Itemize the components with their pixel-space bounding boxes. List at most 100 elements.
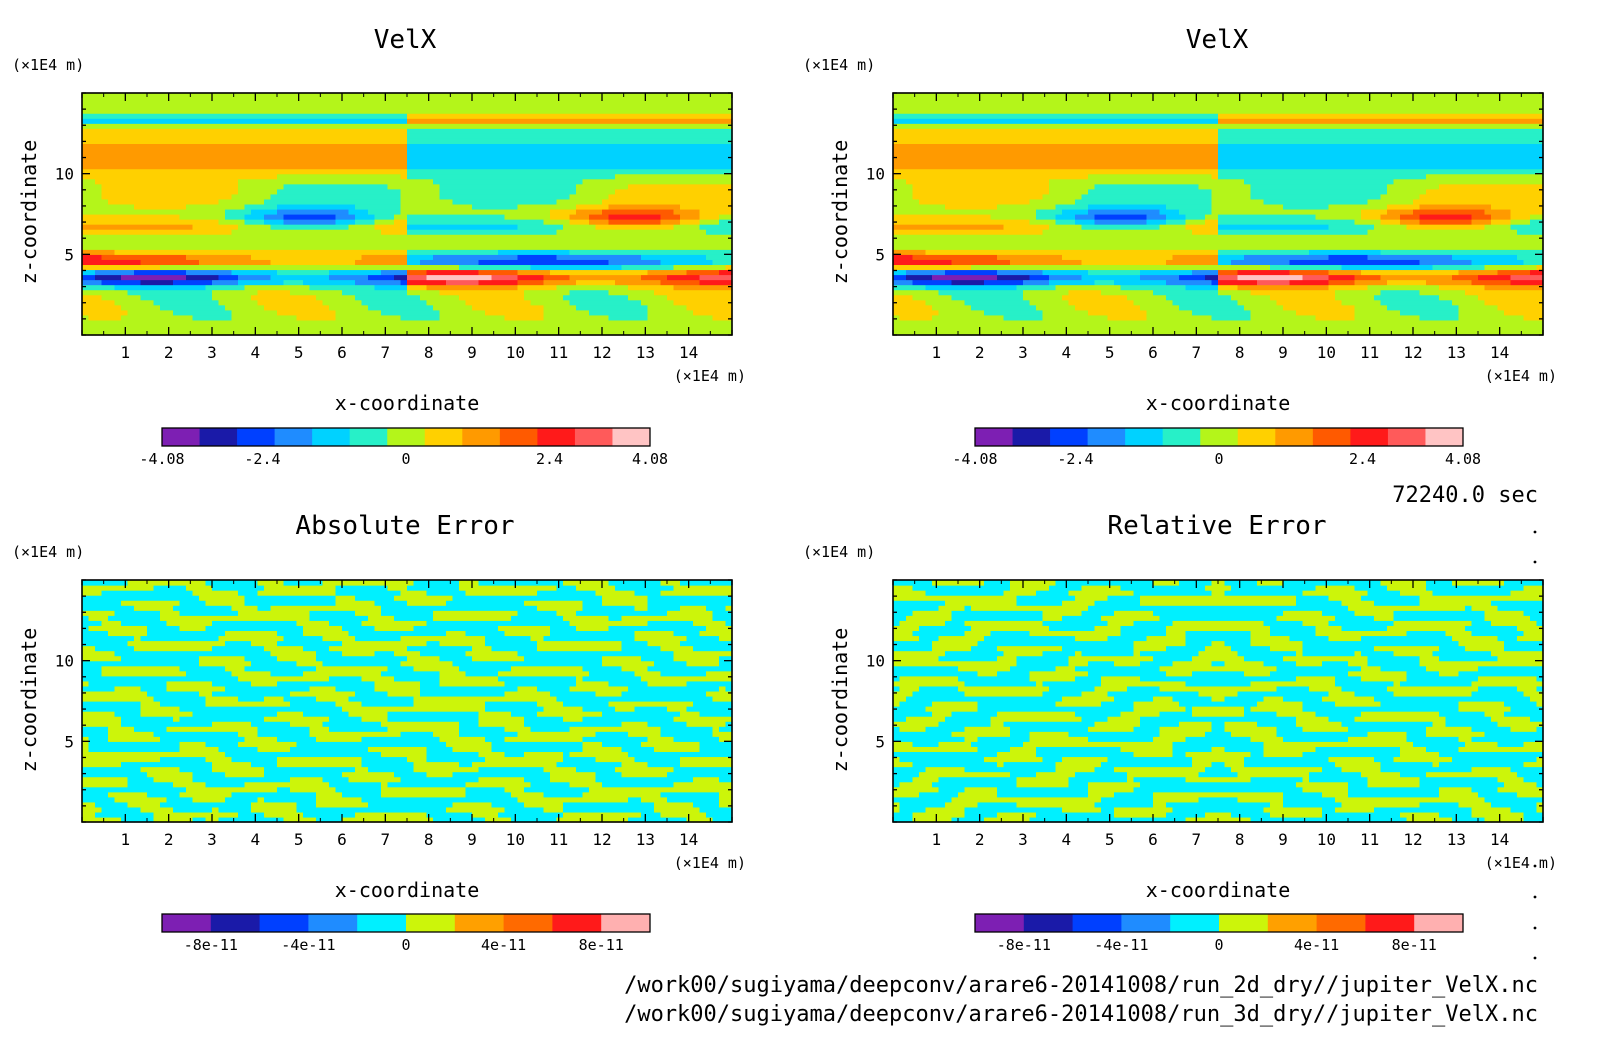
- heatmap-cell: [686, 274, 694, 281]
- heatmap-cell: [893, 158, 901, 165]
- heatmap-cell: [628, 219, 636, 225]
- heatmap-cell: [719, 128, 727, 134]
- heatmap-cell: [82, 208, 90, 215]
- heatmap-cell: [602, 143, 610, 150]
- heatmap-cell: [173, 108, 181, 114]
- heatmap-cell: [712, 239, 720, 245]
- heatmap-cell: [602, 118, 610, 124]
- heatmap-cell: [433, 193, 441, 200]
- heatmap-cell: [602, 219, 610, 225]
- heatmap-cell: [433, 148, 441, 155]
- heatmap-cell: [673, 254, 681, 260]
- heatmap-cell: [140, 279, 148, 286]
- heatmap-cell: [303, 143, 311, 150]
- heatmap-cell: [335, 163, 343, 170]
- heatmap-cell: [563, 289, 571, 296]
- heatmap-cell: [491, 269, 499, 276]
- heatmap-cell: [485, 183, 493, 190]
- heatmap-cell: [303, 299, 311, 306]
- heatmap-cell: [686, 133, 694, 139]
- heatmap-cell: [394, 299, 402, 306]
- heatmap-cell: [88, 183, 96, 190]
- heatmap-cell: [277, 143, 285, 150]
- heatmap-cell: [277, 183, 285, 190]
- heatmap-cell: [114, 299, 122, 306]
- heatmap-cell: [355, 239, 363, 245]
- heatmap-cell: [394, 133, 402, 139]
- heatmap-cell: [342, 118, 350, 124]
- heatmap-cell: [706, 123, 714, 129]
- heatmap-cell: [719, 118, 727, 124]
- heatmap-cell: [615, 254, 623, 260]
- heatmap-cell: [719, 249, 727, 255]
- heatmap-cell: [686, 113, 694, 119]
- heatmap-cell: [452, 128, 460, 134]
- heatmap-cell: [283, 93, 291, 99]
- heatmap-cell: [309, 163, 317, 170]
- heatmap-cell: [153, 254, 161, 260]
- heatmap-cell: [615, 319, 623, 326]
- heatmap-cell: [511, 153, 519, 160]
- heatmap-cell: [673, 304, 681, 311]
- heatmap-cell: [446, 319, 454, 326]
- heatmap-cell: [88, 158, 96, 165]
- heatmap-cell: [296, 254, 304, 260]
- heatmap-cell: [452, 138, 460, 145]
- heatmap-cell: [628, 224, 636, 230]
- heatmap-cell: [426, 193, 434, 200]
- heatmap-cell: [140, 133, 148, 139]
- heatmap-cell: [244, 309, 252, 316]
- heatmap-cell: [186, 284, 194, 291]
- heatmap-cell: [485, 229, 493, 235]
- heatmap-cell: [504, 108, 512, 114]
- heatmap-cell: [595, 284, 603, 291]
- heatmap-cell: [355, 158, 363, 165]
- heatmap-cell: [426, 108, 434, 114]
- heatmap-cell: [205, 259, 213, 266]
- heatmap-cell: [686, 329, 694, 336]
- heatmap-cell: [595, 118, 603, 124]
- heatmap-cell: [134, 294, 142, 301]
- heatmap-cell: [485, 173, 493, 180]
- heatmap-cell: [641, 108, 649, 114]
- heatmap-cell: [582, 133, 590, 139]
- heatmap-cell: [303, 133, 311, 139]
- heatmap-cell: [342, 208, 350, 215]
- heatmap-cell: [88, 264, 96, 271]
- heatmap-cell: [264, 329, 272, 336]
- heatmap-cell: [686, 183, 694, 190]
- heatmap-cell: [524, 128, 532, 134]
- heatmap-cell: [543, 128, 551, 134]
- heatmap-cell: [329, 113, 337, 119]
- heatmap-cell: [212, 269, 220, 276]
- heatmap-cell: [309, 294, 317, 301]
- heatmap-cell: [433, 163, 441, 170]
- heatmap-cell: [277, 198, 285, 205]
- heatmap-cell: [179, 239, 187, 245]
- heatmap-cell: [95, 319, 103, 326]
- heatmap-cell: [647, 219, 655, 225]
- heatmap-cell: [517, 239, 525, 245]
- heatmap-cell: [329, 254, 337, 260]
- heatmap-cell: [303, 168, 311, 175]
- heatmap-cell: [400, 173, 408, 180]
- heatmap-cell: [654, 103, 662, 109]
- heatmap-cell: [179, 133, 187, 139]
- heatmap-cell: [602, 314, 610, 321]
- heatmap-cell: [420, 108, 428, 114]
- heatmap-cell: [569, 259, 577, 266]
- heatmap-cell: [257, 259, 265, 266]
- heatmap-cell: [290, 208, 298, 215]
- heatmap-cell: [316, 163, 324, 170]
- heatmap-cell: [316, 98, 324, 104]
- heatmap-cell: [543, 148, 551, 155]
- heatmap-cell: [394, 118, 402, 124]
- heatmap-cell: [712, 309, 720, 316]
- heatmap-cell: [205, 183, 213, 190]
- heatmap-cell: [433, 284, 441, 291]
- heatmap-cell: [95, 98, 103, 104]
- heatmap-cell: [680, 123, 688, 129]
- heatmap-cell: [478, 249, 486, 255]
- heatmap-cell: [355, 118, 363, 124]
- heatmap-cell: [498, 123, 506, 129]
